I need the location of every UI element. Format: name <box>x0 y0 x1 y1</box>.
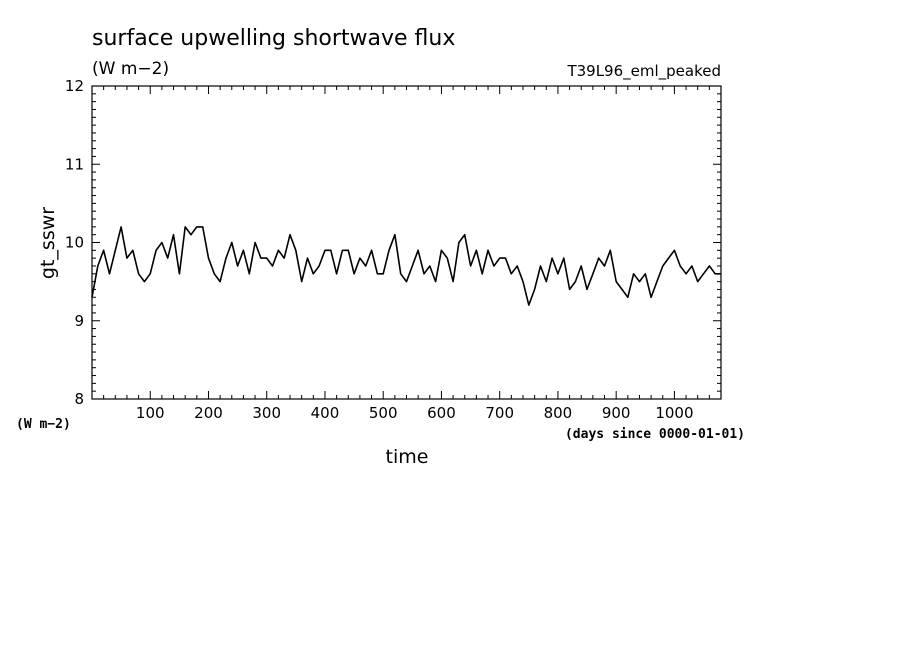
y-tick-label: 11 <box>65 155 84 173</box>
chart-title: surface upwelling shortwave flux <box>92 26 455 51</box>
x-axis-units: (days since 0000-01-01) <box>565 427 745 442</box>
x-tick-label: 600 <box>427 404 456 422</box>
y-axis-units: (W m−2) <box>16 417 71 432</box>
x-tick-label: 300 <box>252 404 281 422</box>
x-tick-label: 500 <box>369 404 398 422</box>
y-tick-label: 12 <box>65 77 84 95</box>
x-tick-label: 1000 <box>655 404 693 422</box>
y-tick-label: 9 <box>74 312 84 330</box>
series-line <box>91 226 721 306</box>
plot-frame <box>91 85 722 400</box>
title-units: (W m−2) <box>92 59 169 79</box>
x-tick-label: 200 <box>194 404 223 422</box>
x-tick-label: 800 <box>544 404 573 422</box>
x-tick-label: 700 <box>485 404 514 422</box>
axis-ticks <box>92 85 721 400</box>
y-tick-label: 8 <box>74 390 84 408</box>
x-tick-label: 900 <box>602 404 631 422</box>
x-axis-label: time <box>386 446 429 468</box>
y-axis-label: gt_sswr <box>37 207 59 279</box>
tick-labels: 100 200 300 400 500 600 700 800 900 1000 8 9 10 11 12 <box>65 77 694 422</box>
experiment-tag: T39L96_eml_peaked <box>566 62 721 81</box>
x-tick-label: 400 <box>311 404 340 422</box>
x-tick-label: 100 <box>136 404 165 422</box>
y-tick-label: 10 <box>65 234 84 252</box>
